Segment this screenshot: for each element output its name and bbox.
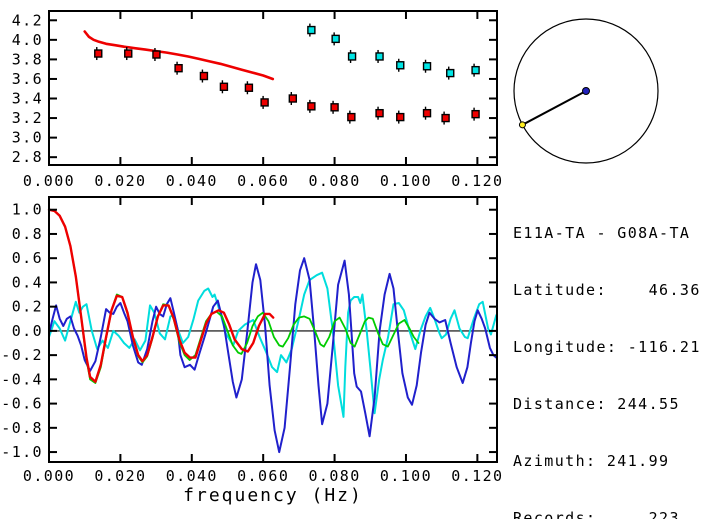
data-point-square (219, 82, 229, 91)
data-point-square (375, 108, 384, 118)
y-tick-label: 0.6 (12, 249, 43, 267)
x-tick-label: 0.000 (23, 172, 75, 190)
y-tick-label: 3.4 (12, 90, 43, 108)
y-tick-label: 0.2 (12, 298, 43, 316)
longitude-line: Longitude: -116.21 (513, 338, 701, 356)
y-tick-label: 3.6 (12, 70, 43, 88)
x-tick-label: 0.020 (94, 467, 146, 485)
data-point-square (174, 63, 183, 73)
y-tick-label: 2.8 (12, 148, 43, 166)
x-tick-label: 0.080 (308, 467, 360, 485)
y-tick-label: -0.8 (1, 419, 43, 437)
y-tick-label: -0.4 (1, 370, 43, 388)
x-tick-label: 0.000 (23, 467, 75, 485)
x-tick-label: 0.060 (237, 467, 289, 485)
azimuth-line (521, 90, 587, 126)
x-tick-label: 0.080 (308, 172, 360, 190)
records-line: Records: 223 (513, 509, 680, 519)
x-tick-label: 0.120 (451, 172, 503, 190)
center-station-dot (582, 87, 590, 95)
y-tick-label: 0.8 (12, 225, 43, 243)
data-point-square (330, 103, 339, 112)
data-point-square (422, 108, 432, 118)
data-point-square (288, 94, 298, 103)
azimuth-station-dot (518, 121, 526, 129)
y-tick-label: 3.2 (12, 109, 43, 127)
x-tick-label: 0.040 (166, 172, 218, 190)
data-point-square (307, 25, 316, 35)
x-tick-label: 0.060 (237, 172, 289, 190)
x-tick-label: 0.040 (166, 467, 218, 485)
data-point-square (422, 62, 432, 71)
y-tick-label: 4.2 (12, 11, 43, 29)
x-axis-title: frequency (Hz) (183, 485, 363, 506)
data-point-square (347, 112, 356, 122)
data-point-square (347, 52, 357, 61)
y-tick-label: 4.0 (12, 31, 43, 49)
azimuth-line-text: Azimuth: 241.99 (513, 452, 670, 470)
data-point-square (441, 113, 450, 123)
y-tick-label: -0.2 (1, 346, 43, 364)
y-tick-label: 1.0 (12, 201, 43, 219)
latitude-line: Latitude: 46.36 (513, 281, 701, 299)
y-tick-label: 3.8 (12, 50, 43, 68)
series-dispersion-curve-red (83, 30, 275, 81)
data-point-square (199, 71, 209, 81)
distance-line: Distance: 244.55 (513, 395, 680, 413)
data-point-square (307, 102, 316, 111)
data-point-square (244, 83, 254, 92)
series-trace-cyan (48, 271, 498, 418)
plot-frame (48, 10, 498, 166)
data-point-square (152, 50, 161, 59)
y-tick-label: 3.0 (12, 129, 43, 147)
station-pair-info: E11A-TA - G08A-TA Latitude: 46.36 Longit… (513, 186, 701, 519)
series-trace-blue (48, 257, 498, 454)
data-point-square (375, 52, 384, 61)
data-point-square (471, 109, 480, 119)
y-tick-label: 0.4 (12, 273, 43, 291)
plot-frame (48, 196, 498, 463)
azimuth-circle (513, 18, 659, 164)
data-point-square (124, 49, 133, 58)
data-point-square (331, 34, 340, 44)
data-point-square (396, 112, 405, 122)
y-tick-label: -0.6 (1, 395, 43, 413)
data-point-square (94, 49, 103, 58)
y-tick-label: -1.0 (1, 443, 43, 461)
x-tick-label: 0.020 (94, 172, 146, 190)
series-trace-red (47, 208, 275, 383)
data-point-square (260, 98, 269, 107)
data-point-square (396, 61, 405, 70)
x-tick-label: 0.100 (380, 467, 432, 485)
data-point-square (446, 68, 455, 78)
y-tick-label: 0.0 (12, 322, 43, 340)
x-tick-label: 0.100 (380, 172, 432, 190)
x-tick-label: 0.120 (451, 467, 503, 485)
data-point-square (471, 65, 480, 75)
station-pair-title: E11A-TA - G08A-TA (513, 224, 691, 242)
